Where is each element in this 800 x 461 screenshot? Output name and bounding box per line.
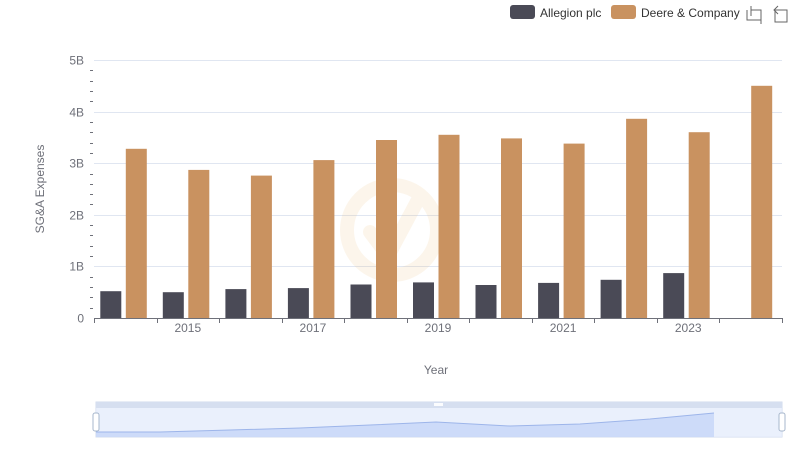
bar-deere-2020[interactable]	[501, 138, 522, 318]
y-tick-label: 4B	[69, 106, 84, 120]
bar-allegion-2020[interactable]	[475, 285, 497, 318]
bar-allegion-2015[interactable]	[162, 292, 184, 318]
slider-handle-right[interactable]	[778, 412, 786, 432]
bars	[100, 85, 773, 319]
bar-deere-2019[interactable]	[438, 134, 460, 318]
bar-deere-2021[interactable]	[563, 143, 585, 318]
legend: Allegion plc Deere & Company	[510, 5, 740, 20]
x-tick-label: 2019	[425, 321, 452, 335]
bar-allegion-2021[interactable]	[538, 282, 560, 318]
bar-deere-2016[interactable]	[250, 175, 272, 318]
x-tick-label: 2017	[300, 321, 327, 335]
y-tick-label: 5B	[69, 54, 84, 68]
bar-deere-2023[interactable]	[688, 132, 710, 318]
legend-swatch-deere	[611, 5, 636, 19]
y-tick-label: 2B	[69, 209, 84, 223]
legend-label-allegion: Allegion plc	[540, 6, 601, 20]
bar-allegion-2022[interactable]	[600, 279, 622, 318]
x-tick-label: 2023	[675, 321, 702, 335]
bar-allegion-2017[interactable]	[287, 288, 309, 318]
slider-move-handle[interactable]	[434, 403, 443, 406]
y-tick-label: 0	[77, 312, 84, 326]
bar-deere-2024[interactable]	[751, 85, 773, 318]
x-axis-ticks	[94, 318, 783, 323]
x-axis-title: Year	[424, 363, 448, 377]
x-tick-label: 2021	[550, 321, 577, 335]
data-zoom-slider[interactable]	[92, 401, 786, 438]
slider-preview-line	[96, 412, 715, 433]
restore-icon[interactable]	[773, 5, 788, 23]
legend-item-deere[interactable]: Deere & Company	[611, 5, 740, 20]
slider-handle-left[interactable]	[92, 412, 100, 432]
bar-deere-2018[interactable]	[376, 140, 397, 318]
bar-deere-2014[interactable]	[125, 148, 147, 318]
x-axis-labels: 2015 2017 2019 2021 2023	[174, 321, 701, 335]
bar-allegion-2023[interactable]	[663, 273, 685, 318]
y-axis-title: SG&A Expenses	[33, 145, 47, 234]
legend-swatch-allegion	[510, 5, 535, 19]
bar-deere-2015[interactable]	[188, 169, 210, 318]
bar-allegion-2014[interactable]	[100, 291, 122, 318]
y-axis-labels: 0 1B 2B 3B 4B 5B	[69, 54, 84, 326]
bar-deere-2022[interactable]	[626, 118, 648, 318]
bar-allegion-2018[interactable]	[350, 284, 372, 319]
legend-label-deere: Deere & Company	[641, 6, 740, 20]
y-axis-minor-ticks	[90, 70, 93, 309]
bar-allegion-2019[interactable]	[413, 282, 434, 318]
y-tick-label: 3B	[69, 157, 84, 171]
bar-allegion-2016[interactable]	[225, 289, 247, 318]
slider-preview-area	[96, 413, 714, 437]
y-tick-label: 1B	[69, 260, 84, 274]
x-tick-label: 2015	[174, 321, 201, 335]
bar-deere-2017[interactable]	[313, 160, 335, 318]
zoom-icon[interactable]	[746, 6, 762, 24]
legend-item-allegion[interactable]: Allegion plc	[510, 5, 601, 20]
